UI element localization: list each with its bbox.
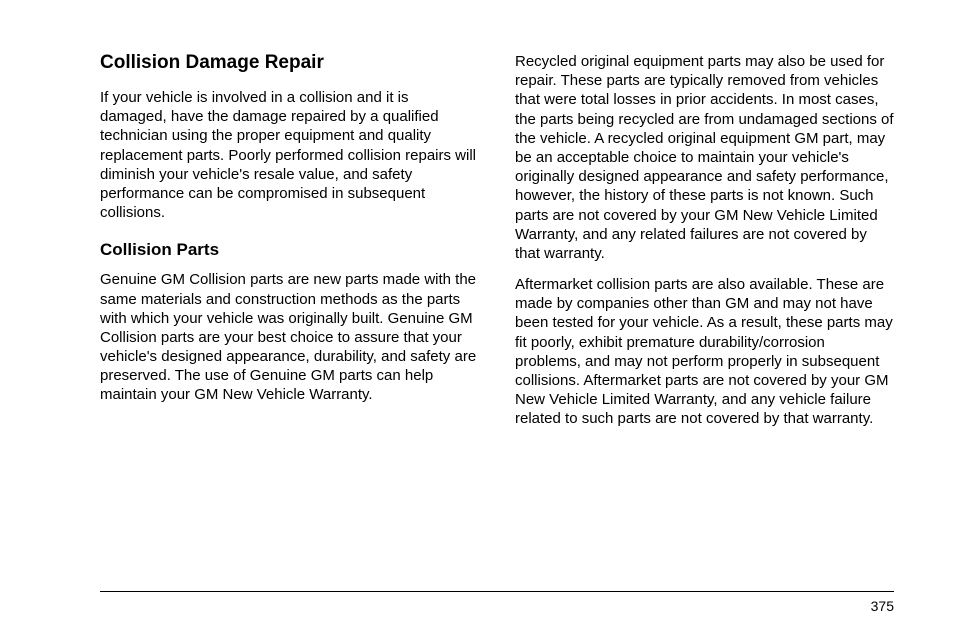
subsection-heading-collision-parts: Collision Parts <box>100 240 479 260</box>
body-paragraph: Genuine GM Collision parts are new parts… <box>100 270 479 404</box>
section-heading-collision-damage-repair: Collision Damage Repair <box>100 52 479 74</box>
page-number: 375 <box>871 598 894 614</box>
left-column: Collision Damage Repair If your vehicle … <box>100 52 479 441</box>
body-paragraph: Recycled original equipment parts may al… <box>515 52 894 263</box>
document-page: Collision Damage Repair If your vehicle … <box>0 0 954 441</box>
body-paragraph: Aftermarket collision parts are also ava… <box>515 275 894 429</box>
body-paragraph: If your vehicle is involved in a collisi… <box>100 88 479 222</box>
footer-divider <box>100 591 894 592</box>
right-column: Recycled original equipment parts may al… <box>515 52 894 441</box>
